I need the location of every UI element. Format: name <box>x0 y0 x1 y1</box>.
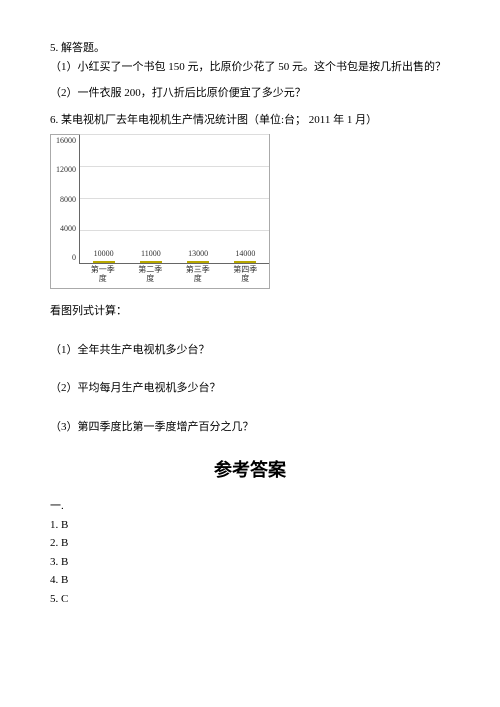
bar <box>140 261 162 263</box>
ytick: 8000 <box>51 194 76 206</box>
bars-row: 10000 11000 13000 14000 <box>80 135 269 263</box>
x-label: 第三季度 <box>186 266 210 284</box>
bar-value-label: 11000 <box>141 248 161 260</box>
bar-value-label: 10000 <box>94 248 114 260</box>
q6-prompt: 看图列式计算： <box>50 303 450 320</box>
y-axis: 0 4000 8000 12000 16000 <box>51 135 79 264</box>
plot-area: 0 4000 8000 12000 16000 10000 11000 <box>51 135 269 264</box>
bar <box>187 261 209 263</box>
q6-chart: 0 4000 8000 12000 16000 10000 11000 <box>50 134 270 289</box>
bar-value-label: 13000 <box>188 248 208 260</box>
ytick: 16000 <box>51 135 76 147</box>
bar <box>93 261 115 263</box>
bar <box>234 261 256 263</box>
q5-sub1: （1）小红买了一个书包 150 元，比原价少花了 50 元。这个书包是按几折出售… <box>50 59 450 76</box>
ytick: 4000 <box>51 223 76 235</box>
q6-sub2: （2）平均每月生产电视机多少台？ <box>50 380 450 397</box>
bar-q2: 11000 <box>139 248 163 263</box>
answer-item: 1. B <box>50 517 450 534</box>
q6-sub1: （1）全年共生产电视机多少台？ <box>50 342 450 359</box>
bars-region: 10000 11000 13000 14000 <box>79 135 269 264</box>
bar-q4: 14000 <box>233 248 257 263</box>
x-label: 第一季度 <box>91 266 115 284</box>
q6-sub3: （3）第四季度比第一季度增产百分之几？ <box>50 419 450 436</box>
answer-item: 4. B <box>50 572 450 589</box>
answer-item: 5. C <box>50 591 450 608</box>
q6-stem: 6. 某电视机厂去年电视机生产情况统计图（单位:台； 2011 年 1 月） <box>50 112 450 129</box>
answer-item: 2. B <box>50 535 450 552</box>
answers-section: 一. <box>50 498 450 515</box>
ytick: 0 <box>51 252 76 264</box>
q5-stem: 5. 解答题。 <box>50 40 450 57</box>
x-label: 第二季度 <box>138 266 162 284</box>
x-axis: 第一季度 第二季度 第三季度 第四季度 <box>51 266 269 284</box>
bar-q3: 13000 <box>186 248 210 263</box>
bar-value-label: 14000 <box>235 248 255 260</box>
answer-item: 3. B <box>50 554 450 571</box>
q5-sub2: （2）一件衣服 200，打八折后比原价便宜了多少元？ <box>50 85 450 102</box>
answers-title: 参考答案 <box>50 457 450 484</box>
x-label: 第四季度 <box>233 266 257 284</box>
ytick: 12000 <box>51 164 76 176</box>
bar-q1: 10000 <box>92 248 116 263</box>
